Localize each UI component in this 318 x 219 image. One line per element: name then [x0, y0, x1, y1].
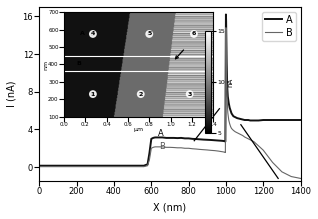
A — [299, 119, 302, 121]
B — [131, 165, 135, 168]
A — [151, 137, 155, 139]
B — [56, 165, 60, 168]
Text: A: A — [158, 129, 163, 138]
B — [161, 146, 164, 148]
B — [38, 165, 41, 168]
A — [217, 139, 220, 142]
A — [225, 62, 229, 65]
B — [146, 164, 149, 167]
Y-axis label: I (nA): I (nA) — [7, 81, 17, 107]
B — [229, 125, 232, 128]
Line: A: A — [39, 14, 301, 166]
A — [164, 137, 168, 139]
B — [299, 177, 302, 180]
A — [248, 119, 252, 122]
A — [224, 13, 228, 16]
A — [112, 164, 116, 167]
X-axis label: X (nm): X (nm) — [153, 202, 187, 212]
A — [38, 164, 41, 167]
Legend: A, B: A, B — [262, 12, 296, 41]
Y-axis label: nA: nA — [228, 77, 234, 87]
B — [217, 150, 220, 152]
Text: B: B — [159, 142, 165, 151]
B — [224, 26, 228, 29]
Line: B: B — [39, 28, 301, 178]
